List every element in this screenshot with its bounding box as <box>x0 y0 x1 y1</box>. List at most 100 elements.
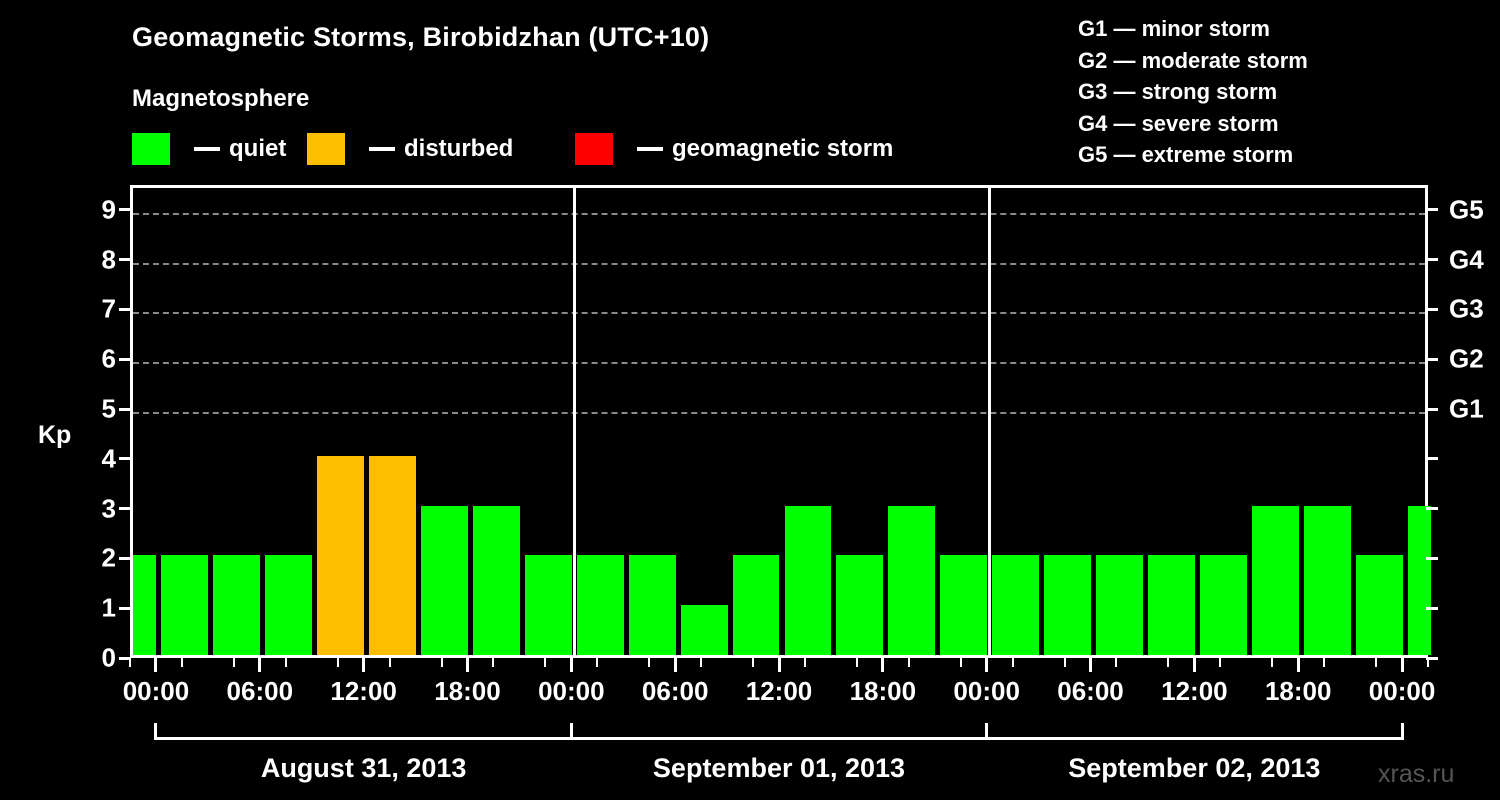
x-tick-minor-15 <box>907 658 910 667</box>
x-axis-label-7: 18:00 <box>849 676 917 706</box>
date-axis: August 31, 2013 September 01, 2013 Septemb… <box>0 723 1500 800</box>
g-axis-label-G5: G5 <box>1449 194 1484 225</box>
x-tick-minor-12 <box>752 658 755 667</box>
gridline-kp-9 <box>133 212 1425 215</box>
g-scale-row-1: G1 — minor storm <box>1078 16 1270 41</box>
date-cap-1-0 <box>569 723 573 740</box>
x-tick-minor-25 <box>1427 658 1429 667</box>
x-tick-minor-14 <box>855 658 858 667</box>
g-axis-label-G3: G3 <box>1449 293 1484 324</box>
x-tick-major-10 <box>1192 658 1196 672</box>
x-tick-minor-17 <box>1011 658 1014 667</box>
x-axis-label-10: 12:00 <box>1161 676 1228 706</box>
x-tick-major-7 <box>881 658 885 672</box>
date-cap-0-0 <box>154 723 158 740</box>
x-tick-major-0 <box>154 658 158 672</box>
bar-17 <box>1044 555 1091 655</box>
legend-dash-icon <box>369 147 395 151</box>
gridline-kp-6 <box>133 362 1425 365</box>
y-tick-mark-1 <box>119 606 131 610</box>
legend-dash-icon <box>637 147 663 151</box>
gridline-kp-5 <box>133 412 1425 415</box>
x-tick-minor-10 <box>648 658 651 667</box>
x-axis-label-2: 12:00 <box>330 676 397 706</box>
legend-entry-quiet: quiet <box>132 133 286 165</box>
y-tick-label-2: 2 <box>101 542 116 573</box>
day-divider-2 <box>988 188 992 655</box>
date-cap-2-0 <box>985 723 989 740</box>
legend-swatch-geomagnetic-storm <box>575 133 613 165</box>
y-tick-mark-4 <box>119 457 131 461</box>
legend-entry-disturbed: disturbed <box>307 133 513 165</box>
g-scale-row-2: G2 — moderate storm <box>1078 47 1308 73</box>
x-tick-major-8 <box>985 658 989 672</box>
legend-swatch-quiet <box>132 133 170 165</box>
x-tick-minor-11 <box>700 658 703 667</box>
date-label-2: September 02, 2013 <box>1068 753 1321 783</box>
bar-22 <box>1303 505 1351 655</box>
g-axis-label-G1: G1 <box>1449 393 1484 424</box>
x-axis-label-6: 12:00 <box>745 676 813 706</box>
day-divider-1 <box>572 188 576 655</box>
y-tick-label-0: 0 <box>101 642 116 673</box>
g-axis-label-G4: G4 <box>1449 244 1484 275</box>
date-label-1: September 01, 2013 <box>652 753 906 783</box>
x-tick-minor-21 <box>1219 658 1222 667</box>
y-tick-label-9: 9 <box>101 194 116 225</box>
y-tick-label-7: 7 <box>101 293 116 324</box>
x-tick-minor-24 <box>1375 658 1378 667</box>
y-tick-mark-right-3 <box>1426 507 1438 511</box>
bar-series <box>133 188 1431 655</box>
bar-trailing-partial <box>1407 505 1431 655</box>
g-scale-row-3: G3 — strong storm <box>1078 79 1278 104</box>
y-tick-mark-right-1 <box>1426 606 1438 610</box>
x-tick-major-9 <box>1089 658 1093 672</box>
g-scale-row-4: G4 — severe storm <box>1078 110 1279 136</box>
g-axis-label-G2: G2 <box>1449 343 1484 374</box>
x-tick-minor-16 <box>959 658 962 667</box>
y-tick-mark-2 <box>119 556 131 560</box>
y-tick-mark-0 <box>119 656 131 660</box>
y-tick-mark-right-8 <box>1426 258 1438 262</box>
bar-10 <box>680 605 728 655</box>
y-tick-mark-6 <box>119 357 131 361</box>
x-axis-label-11: 18:00 <box>1264 676 1332 706</box>
x-tick-major-11 <box>1296 658 1300 672</box>
x-axis-label-1: 06:00 <box>226 676 294 706</box>
y-tick-mark-8 <box>119 258 131 262</box>
x-tick-minor-4 <box>336 658 339 667</box>
bar-14 <box>888 505 936 655</box>
y-tick-label-6: 6 <box>101 343 116 374</box>
bar-21 <box>1251 505 1299 655</box>
x-axis-label-9: 06:00 <box>1057 676 1124 706</box>
x-axis-label-12: 00:00 <box>1368 676 1436 706</box>
x-axis-label-8: 00:00 <box>953 676 1020 706</box>
bar-2 <box>265 555 313 655</box>
x-tick-minor-8 <box>544 658 547 667</box>
y-tick-mark-9 <box>119 208 131 212</box>
plot-area <box>130 185 1431 658</box>
x-tick-minor-22 <box>1271 658 1274 667</box>
g-scale-legend: G1 — minor storm G2 — moderate storm G3 — … <box>1078 13 1308 171</box>
x-tick-minor-2 <box>232 658 235 667</box>
x-axis-label-4: 00:00 <box>538 676 605 706</box>
bar-16 <box>992 555 1040 655</box>
watermark: xras.ru <box>1378 760 1455 788</box>
x-axis-label-3: 18:00 <box>434 676 501 706</box>
x-tick-major-2 <box>362 658 366 672</box>
y-tick-label-5: 5 <box>101 393 116 424</box>
bar-20 <box>1199 555 1247 655</box>
legend-swatch-disturbed <box>307 133 345 165</box>
x-tick-major-4 <box>569 658 573 672</box>
y-tick-mark-right-7 <box>1426 307 1438 311</box>
bar-12 <box>784 505 832 655</box>
x-tick-minor-13 <box>803 658 806 667</box>
x-axis-label-0: 00:00 <box>122 676 190 706</box>
x-tick-minor-0 <box>129 658 131 667</box>
bar-1 <box>213 555 261 655</box>
bar-23 <box>1355 555 1403 655</box>
y-tick-mark-7 <box>119 307 131 311</box>
x-tick-minor-19 <box>1115 658 1118 667</box>
x-axis-label-5: 06:00 <box>641 676 709 706</box>
y-tick-label-3: 3 <box>101 493 116 524</box>
